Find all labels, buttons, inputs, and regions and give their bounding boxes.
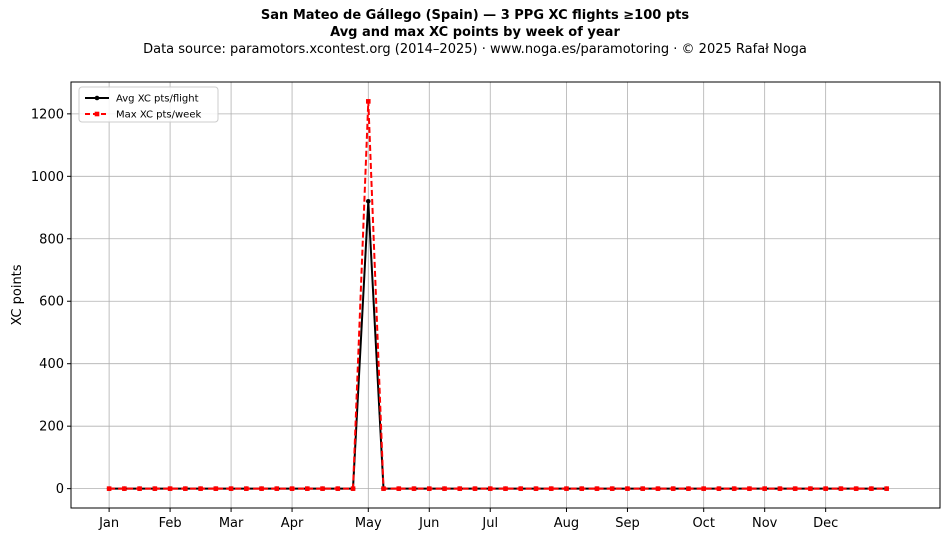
series-point-1 — [320, 486, 325, 491]
x-tick-label: Sep — [615, 516, 640, 531]
series-point-1 — [503, 486, 508, 491]
series-point-1 — [792, 486, 798, 491]
legend-label-1: Max XC pts/week — [116, 110, 201, 121]
series-point-1 — [350, 486, 356, 491]
x-tick-label: Feb — [159, 516, 182, 531]
y-tick-label: 800 — [39, 232, 64, 247]
y-tick-label: 400 — [39, 357, 64, 372]
series-point-1 — [426, 486, 432, 491]
series-point-1 — [655, 486, 661, 491]
series-point-1 — [122, 486, 127, 491]
series-point-1 — [289, 486, 295, 491]
series-point-1 — [472, 486, 478, 491]
series-point-0 — [365, 199, 371, 204]
series-point-1 — [335, 486, 341, 491]
chart-subtitle: Avg and max XC points by week of year — [330, 25, 620, 40]
series-point-1 — [274, 486, 280, 491]
series-point-1 — [808, 486, 813, 491]
series-point-1 — [838, 486, 844, 491]
series-line-1 — [109, 100, 887, 490]
series-point-1 — [244, 486, 249, 491]
series-point-1 — [777, 486, 783, 491]
series-point-1 — [518, 486, 524, 491]
y-tick-label: 1200 — [31, 107, 64, 122]
series-point-1 — [259, 486, 264, 491]
x-tick-label: Nov — [752, 516, 778, 531]
series-point-1 — [579, 486, 585, 491]
y-tick-label: 1000 — [31, 170, 64, 185]
series-point-1 — [152, 486, 158, 491]
series-point-1 — [106, 486, 112, 491]
x-tick-label: Jul — [481, 516, 498, 531]
series-point-1 — [670, 486, 676, 491]
legend-label-0: Avg XC pts/flight — [116, 94, 199, 105]
series-point-1 — [167, 486, 173, 491]
plot-frame — [70, 81, 941, 509]
series-point-1 — [396, 486, 402, 491]
x-tick-label: Apr — [281, 516, 304, 531]
x-tick-label: Mar — [219, 516, 244, 531]
series-point-1 — [381, 486, 386, 491]
series-point-1 — [762, 486, 767, 491]
series-point-1 — [625, 486, 630, 491]
chart-title: San Mateo de Gállego (Spain) — 3 PPG XC … — [260, 8, 690, 23]
series-point-1 — [533, 486, 539, 491]
x-tick-label: Aug — [554, 516, 579, 531]
legend: Avg XC pts/flight Max XC pts/week — [78, 86, 219, 123]
series-line-0 — [109, 200, 887, 490]
legend-box — [78, 86, 219, 123]
series-point-1 — [640, 486, 646, 491]
series-point-1 — [686, 486, 691, 491]
y-axis-label: XC points — [10, 264, 25, 325]
series-point-1 — [137, 486, 142, 491]
legend-marker-1 — [94, 111, 100, 117]
series-point-1 — [305, 486, 310, 491]
series-point-1 — [594, 486, 600, 491]
x-tick-label: Dec — [813, 516, 838, 531]
y-tick-label: 200 — [39, 420, 64, 435]
series-point-1 — [747, 486, 752, 491]
series-point-1 — [411, 486, 417, 491]
series-point-1 — [548, 486, 554, 491]
series-point-1 — [716, 486, 722, 491]
series-point-1 — [228, 486, 234, 491]
series-point-1 — [701, 486, 706, 491]
series-point-1 — [183, 486, 188, 491]
series-point-1 — [198, 486, 203, 491]
series-point-1 — [869, 486, 874, 491]
series-point-1 — [487, 486, 493, 491]
series-point-1 — [213, 486, 219, 491]
series-point-1 — [564, 486, 569, 491]
x-tick-label: Oct — [692, 516, 714, 531]
y-tick-label: 600 — [39, 295, 64, 310]
series-point-1 — [609, 486, 615, 491]
series-point-1 — [442, 486, 447, 491]
series-point-1 — [731, 486, 737, 491]
series-point-1 — [823, 486, 828, 491]
y-tick-label: 0 — [56, 482, 64, 497]
data-source-note: Data source: paramotors.xcontest.org (20… — [143, 42, 807, 57]
series-point-1 — [884, 486, 889, 491]
x-tick-label: May — [355, 516, 382, 531]
x-tick-label: Jan — [98, 516, 119, 531]
series-point-1 — [853, 486, 859, 491]
series-point-1 — [457, 486, 463, 491]
legend-marker-0 — [94, 95, 100, 101]
series-point-1 — [365, 99, 371, 104]
x-tick-label: Jun — [418, 516, 439, 531]
